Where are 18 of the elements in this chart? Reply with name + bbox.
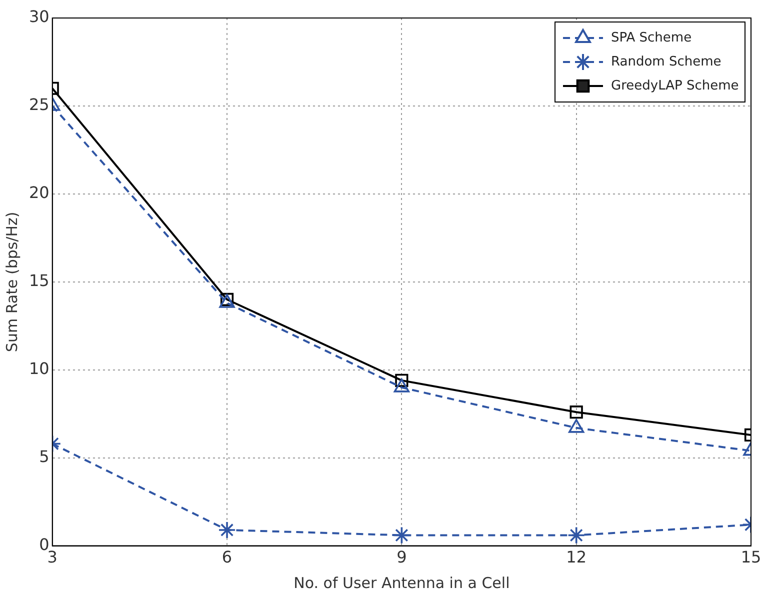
x-axis-title: No. of User Antenna in a Cell — [294, 574, 510, 592]
x-tick-label: 12 — [566, 548, 587, 567]
x-tick-label: 6 — [222, 548, 232, 567]
y-tick-label: 0 — [39, 534, 50, 554]
x-tick-label: 15 — [740, 548, 762, 567]
y-tick-label: 25 — [29, 95, 50, 114]
y-tick-label: 15 — [29, 271, 50, 290]
x-tick-label: 9 — [396, 548, 407, 567]
legend-label: GreedyLAP Scheme — [611, 78, 739, 94]
y-tick-label: 5 — [39, 446, 50, 466]
point — [392, 526, 411, 544]
y-axis-title: Sum Rate (bps/Hz) — [2, 212, 21, 352]
y-tick-label: 30 — [29, 7, 50, 26]
legend-label: Random Scheme — [611, 54, 722, 70]
legend-label: SPA Scheme — [611, 30, 692, 46]
y-tick-label: 10 — [29, 359, 50, 378]
y-tick-label: 20 — [29, 183, 50, 202]
x-tick-label: 3 — [47, 548, 58, 567]
